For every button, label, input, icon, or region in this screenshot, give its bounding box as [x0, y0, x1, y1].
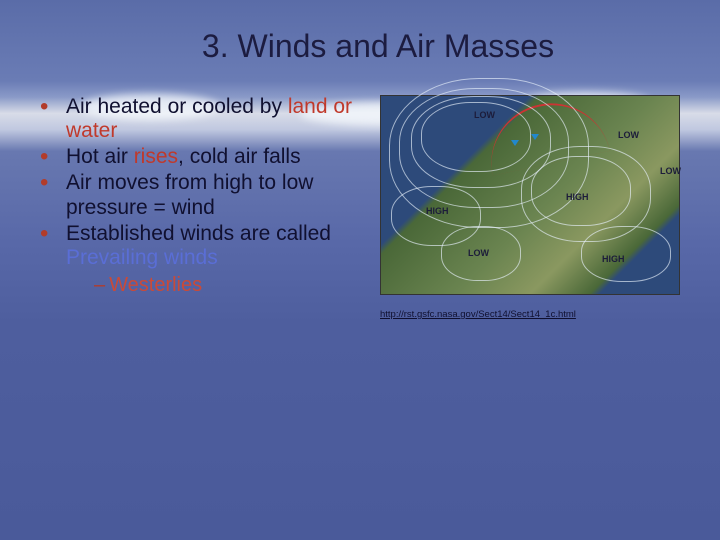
- slide-title: 3. Winds and Air Masses: [76, 28, 680, 65]
- bullet-2-emphasis: rises: [134, 145, 178, 168]
- map-label: LOW: [473, 110, 496, 120]
- content-row: Air heated or cooled by land or water Ho…: [40, 95, 680, 320]
- bullet-list: Air heated or cooled by land or water Ho…: [40, 95, 356, 297]
- bullet-2: Hot air rises, cold air falls: [40, 145, 356, 169]
- map-label: HIGH: [565, 192, 590, 202]
- bullet-4-link: Prevailing winds: [66, 246, 218, 269]
- map-label: HIGH: [601, 254, 626, 264]
- bullet-4: Established winds are called Prevailing …: [40, 222, 356, 297]
- bullet-1: Air heated or cooled by land or water: [40, 95, 356, 143]
- image-credit: http://rst.gsfc.nasa.gov/Sect14/Sect14_1…: [380, 309, 576, 320]
- bullets-column: Air heated or cooled by land or water Ho…: [40, 95, 356, 320]
- isobar: [581, 226, 671, 282]
- sub-dash: –: [94, 274, 105, 297]
- bullet-2-text-a: Hot air: [66, 145, 134, 168]
- map-label: LOW: [617, 130, 640, 140]
- sub-list: – Westerlies: [94, 274, 356, 297]
- bullet-3-text: Air moves from high to low pressure = wi…: [66, 171, 313, 218]
- weather-map: LOW LOW LOW HIGH HIGH LOW HIGH: [380, 95, 680, 295]
- sub-item-1: – Westerlies: [94, 274, 356, 297]
- map-label: LOW: [659, 166, 682, 176]
- map-label: HIGH: [425, 206, 450, 216]
- sub-1-text: Westerlies: [109, 274, 202, 297]
- slide: 3. Winds and Air Masses Air heated or co…: [0, 0, 720, 540]
- bullet-2-text-c: , cold air falls: [178, 145, 301, 168]
- bullet-4-text-a: Established winds are called: [66, 222, 331, 245]
- map-label: LOW: [467, 248, 490, 258]
- image-column: LOW LOW LOW HIGH HIGH LOW HIGH http://rst.gsfc…: [380, 95, 680, 320]
- bullet-3: Air moves from high to low pressure = wi…: [40, 171, 356, 219]
- bullet-1-text-a: Air heated or cooled by: [66, 95, 288, 118]
